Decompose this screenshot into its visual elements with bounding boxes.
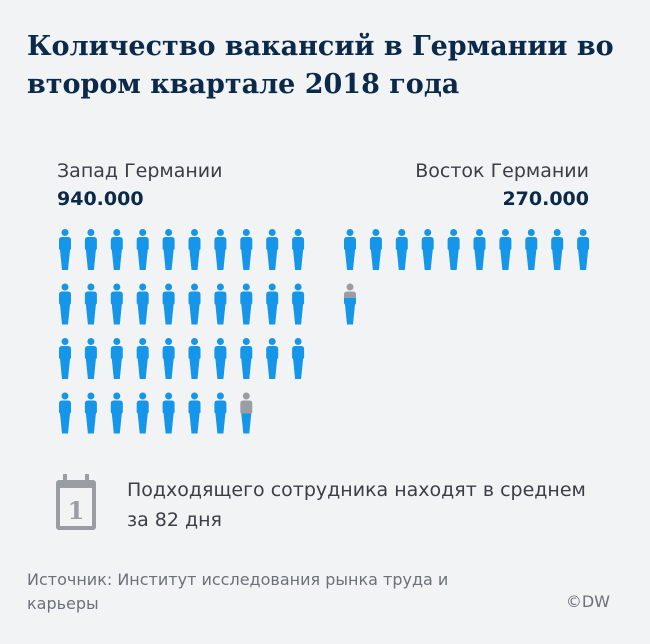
- west-person-icon: [110, 283, 123, 325]
- west-person-icon: [84, 229, 97, 270]
- pictogram-chart: [59, 229, 590, 434]
- west-person-icon: [188, 283, 201, 325]
- west-person-icon: [240, 283, 253, 325]
- west-person-icon: [240, 229, 253, 270]
- west-person-icon: [59, 338, 71, 379]
- west-person-icon: [188, 338, 201, 379]
- west-person-icon: [240, 338, 253, 379]
- east-person-icon: [577, 229, 590, 270]
- east-person-icon: [369, 229, 382, 270]
- west-person-icon: [292, 338, 305, 379]
- west-person-icon: [188, 229, 201, 270]
- west-label: Запад Германии: [57, 160, 223, 182]
- calendar-day: 1: [68, 496, 85, 525]
- source-note: Источник: Институт исследования рынка тр…: [27, 570, 449, 613]
- west-person-icon: [162, 392, 175, 434]
- west-value: 940.000: [57, 188, 144, 210]
- east-person-icon: [551, 229, 564, 270]
- west-person-icon: [110, 392, 123, 434]
- west-person-icon: [214, 229, 227, 270]
- fact-text: Подходящего сотрудника находят в среднем…: [127, 479, 586, 531]
- west-person-icon: [136, 229, 149, 270]
- east-value: 270.000: [502, 188, 589, 210]
- west-person-icon: [162, 338, 175, 379]
- west-person-icon: [136, 338, 149, 379]
- east-person-icon: [421, 229, 434, 270]
- west-person-icon: [240, 392, 253, 434]
- east-person-icon: [344, 283, 356, 325]
- east-person-icon: [447, 229, 460, 270]
- west-person-icon: [162, 229, 175, 270]
- west-person-icon: [162, 283, 175, 325]
- west-person-icon: [188, 392, 201, 434]
- west-person-icon: [59, 283, 71, 325]
- west-person-icon: [84, 392, 97, 434]
- west-person-icon: [110, 229, 123, 270]
- west-person-icon: [292, 229, 305, 270]
- west-person-icon: [136, 392, 149, 434]
- page-title: Количество вакансий в Германии во втором…: [27, 31, 614, 100]
- east-label: Восток Германии: [415, 160, 589, 182]
- east-person-icon: [344, 229, 356, 270]
- west-person-icon: [84, 283, 97, 325]
- copyright: ©DW: [565, 592, 610, 611]
- west-person-icon: [214, 338, 227, 379]
- west-person-icon: [266, 229, 279, 270]
- west-person-icon: [84, 338, 97, 379]
- west-person-icon: [59, 392, 71, 434]
- east-person-icon: [525, 229, 538, 270]
- east-person-icon: [395, 229, 408, 270]
- west-person-icon: [59, 229, 71, 270]
- west-person-icon: [266, 338, 279, 379]
- west-person-icon: [214, 392, 227, 434]
- east-person-icon: [499, 229, 512, 270]
- calendar-icon: 1: [56, 474, 96, 530]
- west-person-icon: [292, 283, 305, 325]
- west-person-icon: [136, 283, 149, 325]
- west-person-icon: [266, 283, 279, 325]
- west-person-icon: [214, 283, 227, 325]
- west-person-icon: [110, 338, 123, 379]
- east-person-icon: [473, 229, 486, 270]
